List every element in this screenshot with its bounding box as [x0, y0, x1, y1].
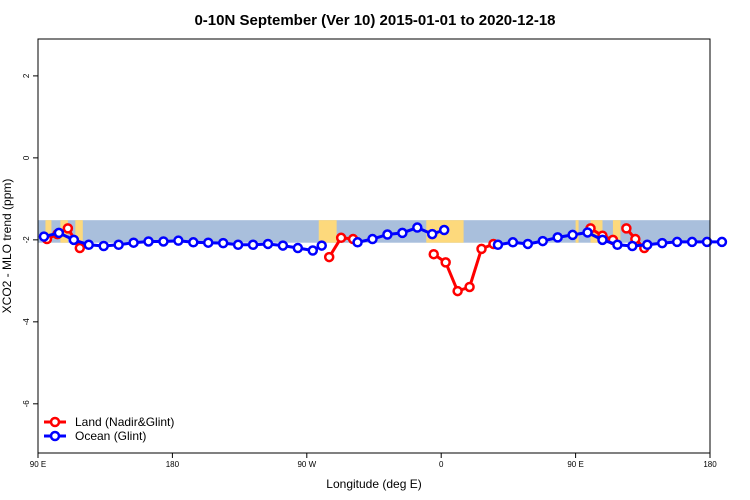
x-axis-label: Longitude (deg E)	[326, 477, 421, 491]
y-tick-label: 0	[22, 155, 31, 160]
series-layer	[38, 222, 728, 297]
legend-land-marker	[49, 416, 61, 428]
ocean-point	[277, 240, 289, 251]
ocean-point	[582, 227, 593, 238]
land-point	[452, 285, 463, 297]
x-tick-label: 0	[439, 460, 444, 469]
ocean-point	[38, 231, 50, 242]
ocean-point	[113, 239, 124, 251]
ocean-point	[701, 236, 713, 248]
y-tick-label: -4	[22, 318, 31, 326]
plot-frame	[37, 38, 711, 454]
ocean-point	[642, 239, 653, 251]
x-tick-label: 90 E	[567, 460, 583, 469]
ocean-point	[98, 240, 109, 252]
ocean-point	[656, 237, 668, 249]
x-tick-label: 90 W	[297, 460, 316, 469]
ocean-point	[507, 237, 519, 248]
legend-ocean-label: Ocean (Glint)	[75, 429, 146, 443]
y-tick-label: 2	[22, 73, 31, 78]
ocean-point	[83, 239, 95, 251]
land-point	[621, 223, 632, 234]
land-point	[335, 232, 347, 244]
ocean-point	[597, 234, 608, 246]
land-patch	[612, 220, 621, 243]
x-tick-label: 90 E	[30, 460, 46, 469]
ocean-point	[232, 239, 244, 251]
land-point	[476, 243, 487, 255]
y-axis-label: XCO2 - MLO trend (ppm)	[0, 179, 14, 314]
ocean-point	[438, 224, 450, 236]
ocean-point	[382, 229, 393, 240]
ocean-point	[128, 237, 139, 248]
land-patch	[318, 220, 337, 243]
legend: Land (Nadir&Glint)Ocean (Glint)	[44, 415, 174, 443]
land-patch	[575, 220, 579, 243]
ocean-point	[53, 227, 65, 239]
land-point	[323, 251, 335, 263]
ocean-point	[716, 236, 728, 248]
ocean-point	[217, 237, 229, 249]
ocean-point	[397, 227, 408, 239]
land-patch	[75, 220, 83, 243]
ocean-point	[307, 245, 319, 256]
ocean-point	[686, 236, 698, 248]
x-tick-label: 180	[703, 460, 717, 469]
ocean-point	[671, 236, 683, 248]
land-point	[428, 248, 439, 260]
ocean-point	[412, 222, 423, 233]
ocean-point	[492, 239, 504, 251]
x-tick-label: 180	[166, 460, 180, 469]
ocean-point	[158, 236, 169, 247]
ocean-point	[262, 238, 274, 250]
ocean-point	[202, 237, 214, 248]
ocean-point	[292, 242, 304, 254]
ocean-point	[316, 240, 327, 251]
land-point	[440, 257, 451, 268]
y-tick-label: -2	[22, 236, 31, 244]
land-patch	[45, 220, 52, 243]
x-axis: 90 E 180 90 W 0 90 E 180	[30, 453, 717, 469]
ocean-point	[612, 239, 623, 251]
land-point	[464, 281, 475, 293]
land-point	[62, 223, 74, 234]
ocean-point	[522, 238, 534, 250]
ocean-point	[567, 229, 578, 241]
ocean-point	[173, 235, 184, 246]
ocean-point	[247, 239, 259, 251]
ocean-point	[352, 237, 363, 248]
ocean-point	[143, 236, 154, 247]
legend-land-label: Land (Nadir&Glint)	[75, 415, 174, 429]
ocean-point	[367, 233, 378, 245]
ocean-point	[426, 228, 438, 240]
ocean-point	[68, 234, 80, 246]
ocean-point	[188, 237, 199, 248]
y-axis: 2 0 -2 -4 -6	[22, 73, 38, 407]
y-tick-label: -6	[22, 400, 31, 408]
ocean-point	[537, 235, 548, 247]
land-point	[74, 242, 86, 254]
chart-title: 0-10N September (Ver 10) 2015-01-01 to 2…	[194, 12, 555, 29]
ocean-point	[552, 232, 563, 243]
ocean-point	[627, 240, 638, 252]
ocean-series-line	[497, 231, 722, 248]
legend-ocean-marker	[49, 430, 61, 442]
